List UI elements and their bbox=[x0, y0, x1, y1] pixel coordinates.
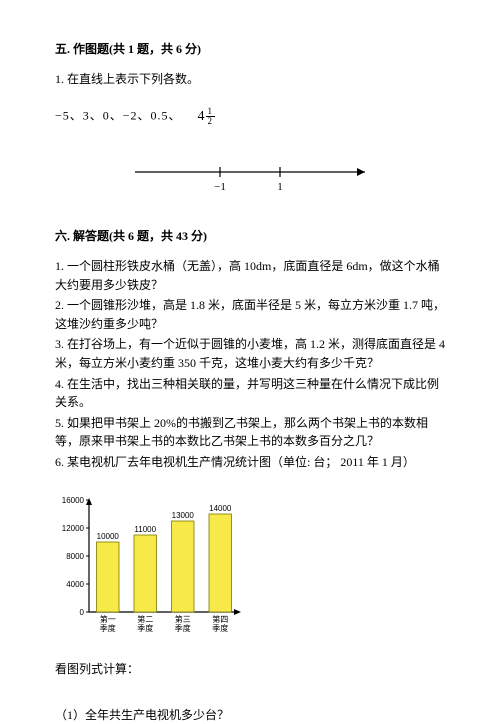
svg-text:8000: 8000 bbox=[66, 552, 84, 561]
fraction-whole: 4 bbox=[198, 106, 206, 127]
fraction-part: 12 bbox=[206, 107, 216, 126]
svg-text:13000: 13000 bbox=[172, 511, 195, 520]
section6-questions: 1. 一个圆柱形铁皮水桶（无盖），高 10dm，底面直径是 6dm，做这个水桶大… bbox=[55, 257, 445, 472]
svg-text:16000: 16000 bbox=[62, 496, 85, 505]
svg-text:4000: 4000 bbox=[66, 580, 84, 589]
svg-text:14000: 14000 bbox=[209, 504, 232, 513]
svg-text:季度: 季度 bbox=[212, 623, 228, 633]
section6-q2: 2. 一个圆锥形沙堆，高是 1.8 米，底面半径是 5 米，每立方米沙重 1.7… bbox=[55, 296, 445, 333]
fraction-den: 2 bbox=[206, 117, 216, 126]
section5-q1: 1. 在直线上表示下列各数。 bbox=[55, 70, 445, 88]
svg-text:季度: 季度 bbox=[137, 623, 153, 633]
bar-chart: 040008000120001600010000第一季度11000第二季度130… bbox=[55, 490, 445, 640]
svg-text:第四: 第四 bbox=[212, 614, 228, 624]
svg-text:0: 0 bbox=[80, 608, 85, 617]
svg-text:季度: 季度 bbox=[175, 623, 191, 633]
mixed-fraction: 412 bbox=[198, 106, 216, 127]
number-line: −1 1 bbox=[125, 157, 375, 197]
svg-text:10000: 10000 bbox=[97, 532, 120, 541]
svg-text:季度: 季度 bbox=[100, 623, 116, 633]
chart-instruction: 看图列式计算： bbox=[55, 660, 445, 678]
bar-chart-svg: 040008000120001600010000第一季度11000第二季度130… bbox=[55, 490, 245, 640]
section6-q1: 1. 一个圆柱形铁皮水桶（无盖），高 10dm，底面直径是 6dm，做这个水桶大… bbox=[55, 257, 445, 294]
number-list: −5、3、0、−2、0.5、 412 bbox=[55, 106, 445, 127]
section5-title: 五. 作图题(共 1 题，共 6 分) bbox=[55, 40, 445, 58]
section6-q6: 6. 某电视机厂去年电视机生产情况统计图（单位: 台； 2011 年 1 月） bbox=[55, 453, 445, 472]
svg-text:第二: 第二 bbox=[137, 614, 153, 624]
axis-neg1: −1 bbox=[214, 181, 226, 193]
section6-q3: 3. 在打谷场上，有一个近似于圆锥的小麦堆，高 1.2 米，测得底面直径是 4 … bbox=[55, 335, 445, 372]
section6-title: 六. 解答题(共 6 题，共 43 分) bbox=[55, 227, 445, 245]
svg-text:第一: 第一 bbox=[100, 614, 116, 624]
section6-q4: 4. 在生活中，找出三种相关联的量，并写明这三种量在什么情况下成比例关系。 bbox=[55, 375, 445, 412]
section6-sub1: （1）全年共生产电视机多少台？ bbox=[55, 706, 445, 724]
svg-text:第三: 第三 bbox=[175, 614, 191, 624]
numbers-text: −5、3、0、−2、0.5、 bbox=[55, 108, 182, 122]
svg-text:12000: 12000 bbox=[62, 524, 85, 533]
svg-text:11000: 11000 bbox=[134, 525, 156, 534]
number-line-svg: −1 1 bbox=[125, 157, 375, 197]
axis-pos1: 1 bbox=[277, 181, 283, 193]
section6-q5: 5. 如果把甲书架上 20%的书搬到乙书架上，那么两个书架上书的本数相等，原来甲… bbox=[55, 414, 445, 451]
